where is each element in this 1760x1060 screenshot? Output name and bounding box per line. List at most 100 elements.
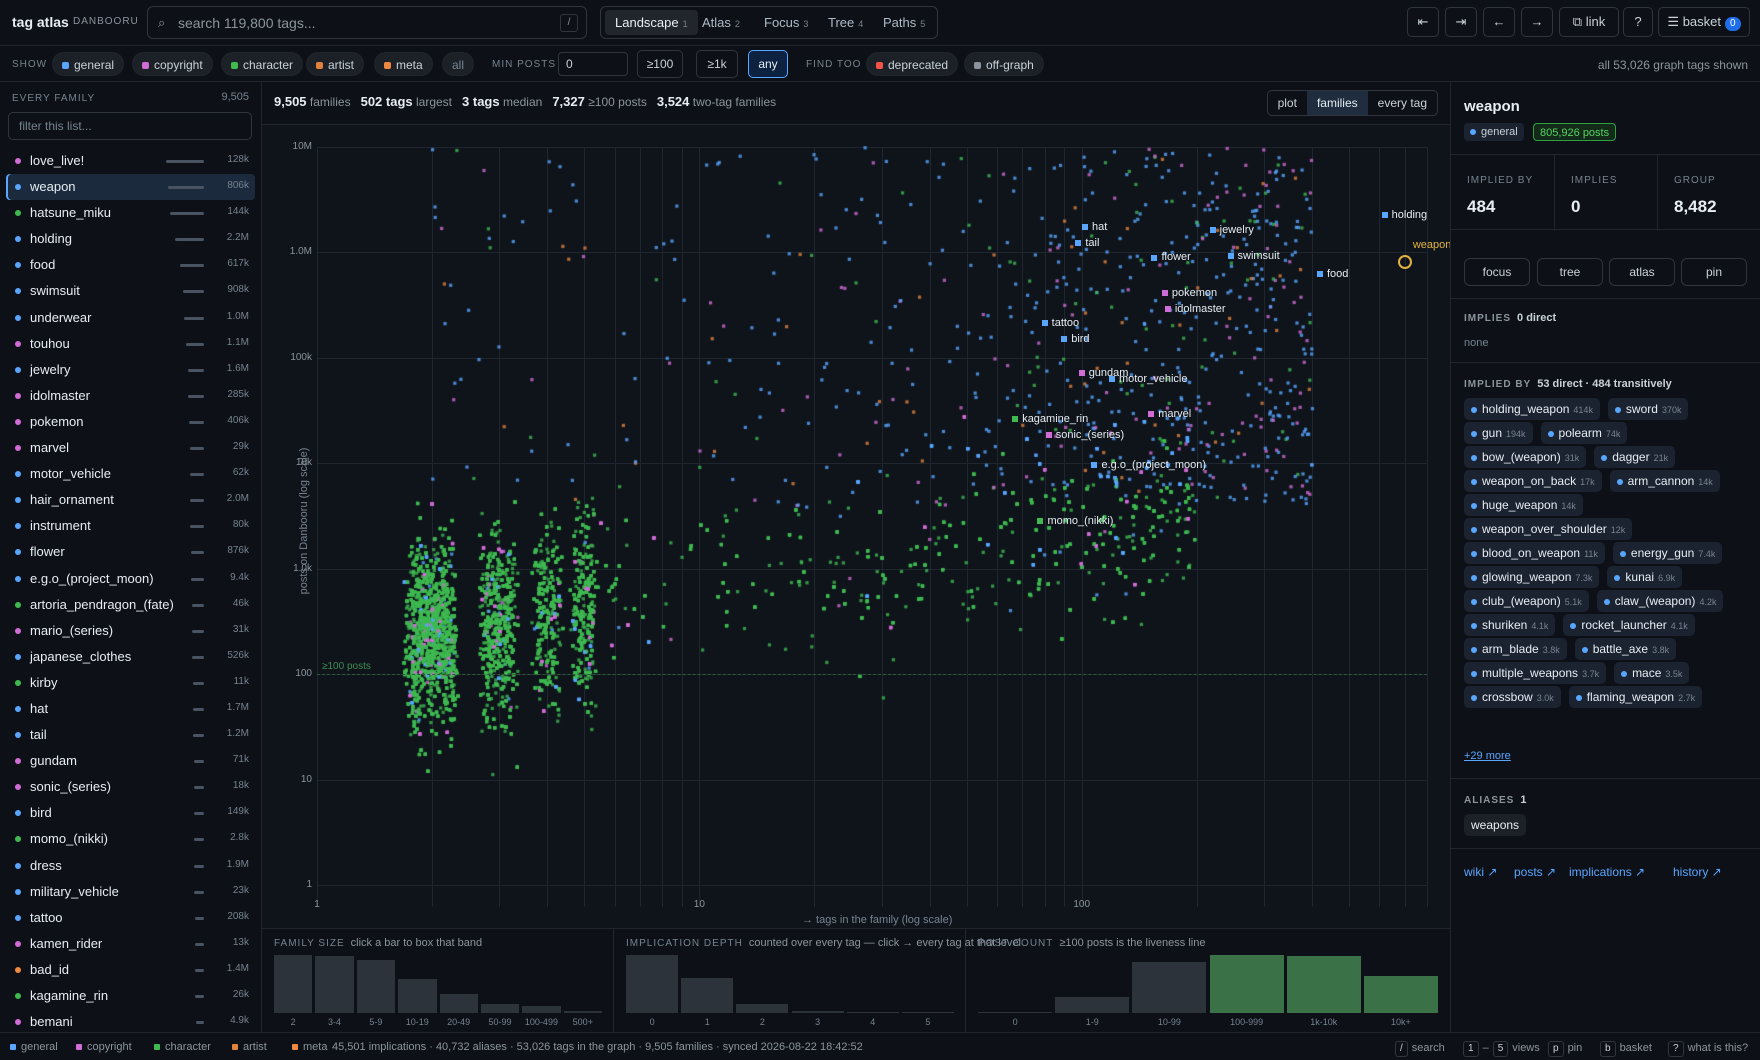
family-item[interactable]: e.g.o_(project_moon) 9.4k	[6, 566, 255, 592]
filter-artist[interactable]: artist	[306, 52, 365, 76]
tab-atlas[interactable]: Atlas 2	[702, 15, 740, 30]
pin-button[interactable]: pin	[1681, 258, 1747, 286]
implied-by-chip[interactable]: arm_blade 3.8k	[1464, 638, 1567, 660]
focus-button[interactable]: focus	[1464, 258, 1530, 286]
family-item[interactable]: jewelry 1.6M	[6, 357, 255, 383]
jump-first-button[interactable]: ⇤	[1407, 7, 1439, 37]
help-button[interactable]: ?	[1623, 7, 1653, 37]
point-label[interactable]: momo_(nikki)	[1037, 515, 1113, 527]
point-label[interactable]: bird	[1061, 333, 1090, 345]
histogram-bar[interactable]	[681, 977, 734, 1013]
implied-by-chip[interactable]: rocket_launcher 4.1k	[1563, 614, 1695, 636]
family-item[interactable]: swimsuit 908k	[6, 278, 255, 304]
point-label[interactable]: marvel	[1148, 408, 1191, 420]
point-label[interactable]: tail	[1075, 237, 1099, 249]
family-item[interactable]: bad_id 1.4M	[6, 957, 255, 983]
point-label[interactable]: motor_vehicle	[1108, 373, 1187, 385]
implied-by-chip[interactable]: battle_axe 3.8k	[1574, 638, 1677, 660]
implied-by-chip[interactable]: polearm 74k	[1540, 422, 1628, 444]
family-item[interactable]: kirby 11k	[6, 670, 255, 696]
family-item[interactable]: tattoo 208k	[6, 905, 255, 931]
histogram-bar[interactable]	[522, 1006, 561, 1013]
histogram-bar[interactable]	[978, 1011, 1053, 1013]
threshold-1k-button[interactable]: ≥1k	[696, 50, 738, 78]
mode-plot[interactable]: plot	[1277, 96, 1297, 110]
histogram-bar[interactable]	[1055, 997, 1130, 1013]
family-item[interactable]: japanese_clothes 526k	[6, 644, 255, 670]
implied-by-chip[interactable]: holding_weapon 414k	[1464, 398, 1600, 420]
filter-meta[interactable]: meta	[374, 52, 433, 76]
implied-by-chip[interactable]: mace 3.5k	[1614, 662, 1690, 684]
family-item[interactable]: artoria_pendragon_(fate) 46k	[6, 592, 255, 618]
posts-link[interactable]: posts ↗	[1514, 865, 1557, 879]
filter-general[interactable]: general	[52, 52, 125, 76]
family-item[interactable]: tail 1.2M	[6, 722, 255, 748]
family-item[interactable]: motor_vehicle 62k	[6, 461, 255, 487]
implied-by-chip[interactable]: dagger 21k	[1594, 446, 1676, 468]
tab-tree[interactable]: Tree 4	[828, 15, 864, 30]
tree-button[interactable]: tree	[1537, 258, 1603, 286]
back-button[interactable]: ←	[1483, 7, 1515, 37]
implied-by-chip[interactable]: huge_weapon 14k	[1464, 494, 1583, 516]
histogram-bar[interactable]	[846, 1011, 899, 1013]
point-label[interactable]: sonic_(series)	[1045, 429, 1124, 441]
threshold-any-button[interactable]: any	[748, 50, 788, 78]
implied-by-chip[interactable]: flaming_weapon 2.7k	[1568, 686, 1703, 708]
family-item[interactable]: sonic_(series) 18k	[6, 774, 255, 800]
family-filter-input[interactable]: filter this list...	[8, 112, 252, 140]
family-item[interactable]: instrument 80k	[6, 513, 255, 539]
histogram-bar[interactable]	[563, 1011, 602, 1013]
family-item[interactable]: kagamine_rin 26k	[6, 983, 255, 1009]
scatter-plot[interactable]: ≥100 posts 10M 1.0M 100k 10k 1.0k 100 10 1 1 10 10…	[262, 124, 1452, 929]
point-label[interactable]: hat	[1081, 221, 1107, 233]
family-item[interactable]: bemani 4.9k	[6, 1009, 255, 1035]
point-label[interactable]: swimsuit	[1227, 250, 1280, 262]
histogram-bar[interactable]	[626, 955, 679, 1013]
implied-by-chip[interactable]: energy_gun 7.4k	[1612, 542, 1723, 564]
point-label[interactable]: jewelry	[1209, 224, 1254, 236]
family-item[interactable]: flower 876k	[6, 539, 255, 565]
point-label[interactable]: flower	[1151, 251, 1191, 263]
implied-by-chip[interactable]: club_(weapon) 5.1k	[1464, 590, 1589, 612]
histogram-bar[interactable]	[439, 993, 478, 1013]
min-posts-input[interactable]: 0	[558, 52, 628, 76]
search-input[interactable]: ⌕ search 119,800 tags... /	[147, 6, 587, 39]
point-label[interactable]: gundam	[1078, 367, 1128, 379]
point-label[interactable]: tattoo	[1041, 317, 1079, 329]
mode-every-tag[interactable]: every tag	[1377, 96, 1427, 110]
point-label[interactable]: food	[1317, 268, 1348, 280]
histogram-bar[interactable]	[274, 955, 313, 1013]
histogram-bar[interactable]	[1363, 975, 1438, 1013]
alias-chip[interactable]: weapons	[1464, 814, 1527, 836]
family-item[interactable]: marvel 29k	[6, 435, 255, 461]
forward-button[interactable]: →	[1521, 7, 1553, 37]
histogram-bar[interactable]	[356, 959, 396, 1013]
family-item[interactable]: love_live! 128k	[6, 148, 255, 174]
implied-by-chip[interactable]: sword 370k	[1607, 398, 1689, 420]
implied-by-chip[interactable]: arm_cannon 14k	[1609, 470, 1720, 492]
family-item[interactable]: momo_(nikki) 2.8k	[6, 826, 255, 852]
family-item[interactable]: underwear 1.0M	[6, 305, 255, 331]
filter-deprecated[interactable]: deprecated	[866, 52, 959, 76]
family-item[interactable]: weapon 806k	[6, 174, 255, 201]
family-item[interactable]: dress 1.9M	[6, 853, 255, 879]
histogram-bar[interactable]	[1209, 955, 1284, 1013]
filter-character[interactable]: character	[221, 52, 304, 76]
histogram-bar[interactable]	[736, 1003, 789, 1013]
implication-depth-histogram[interactable]: IMPLICATION DEPTH counted over every tag …	[614, 929, 1021, 1033]
implied-by-chip[interactable]: bow_(weapon) 31k	[1464, 446, 1587, 468]
wiki-link[interactable]: wiki ↗	[1464, 865, 1498, 879]
point-label[interactable]: idolmaster	[1164, 303, 1226, 315]
tab-paths[interactable]: Paths 5	[883, 15, 926, 30]
threshold-100-button[interactable]: ≥100	[637, 50, 683, 78]
basket-button[interactable]: ☰ basket 0	[1658, 7, 1750, 37]
histogram-bar[interactable]	[480, 1003, 520, 1013]
point-label[interactable]: weapon	[1412, 239, 1452, 252]
histogram-bar[interactable]	[791, 1010, 844, 1013]
histogram-bar[interactable]	[398, 979, 437, 1013]
tab-landscape[interactable]: Landscape 1	[605, 10, 698, 35]
mode-families[interactable]: families	[1306, 91, 1368, 115]
point-label[interactable]: e.g.o_(project_moon)	[1091, 459, 1206, 471]
implied-by-chip[interactable]: weapon_on_back 17k	[1464, 470, 1602, 492]
implied-by-chip[interactable]: glowing_weapon 7.3k	[1464, 566, 1600, 588]
